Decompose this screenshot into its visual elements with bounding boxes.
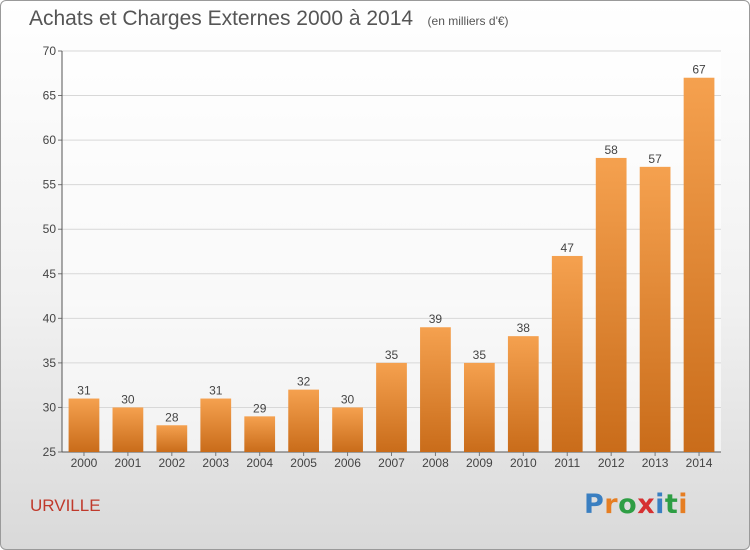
data-label: 67	[692, 63, 706, 77]
data-label: 39	[429, 312, 443, 326]
bar	[639, 166, 671, 452]
x-tick-label: 2004	[246, 456, 273, 470]
x-tick-label: 2002	[158, 456, 185, 470]
logo-letter: P	[584, 489, 605, 520]
proxiti-logo: Proxiti	[584, 489, 688, 520]
x-tick-label: 2001	[115, 456, 142, 470]
y-tick-label: 30	[43, 400, 57, 414]
data-label: 38	[517, 321, 531, 335]
data-label: 30	[341, 392, 355, 406]
bar	[420, 327, 451, 452]
chart-unit: (en milliers d'€)	[427, 14, 509, 28]
x-tick-label: 2009	[466, 456, 493, 470]
x-tick-label: 2005	[290, 456, 317, 470]
logo-letter: i	[655, 489, 665, 520]
y-tick-label: 55	[43, 178, 57, 192]
data-label: 31	[209, 384, 223, 398]
logo-letter: i	[678, 489, 689, 520]
data-label: 28	[165, 410, 179, 424]
y-tick-label: 65	[43, 89, 57, 103]
y-tick-label: 60	[43, 133, 57, 147]
chart-title: Achats et Charges Externes 2000 à 2014 (…	[29, 7, 509, 31]
x-tick-label: 2010	[510, 456, 537, 470]
bar	[551, 255, 583, 452]
y-tick-label: 35	[43, 356, 57, 370]
y-tick-label: 50	[43, 222, 57, 236]
bar	[683, 77, 715, 452]
x-tick-label: 2014	[686, 456, 713, 470]
bar	[507, 336, 539, 452]
x-tick-label: 2006	[334, 456, 361, 470]
logo-letter: t	[664, 489, 679, 520]
bar	[595, 157, 627, 452]
data-label: 47	[561, 241, 575, 255]
bar	[288, 389, 320, 452]
data-label: 30	[121, 392, 135, 406]
x-tick-label: 2003	[202, 456, 229, 470]
y-tick-label: 40	[43, 311, 57, 325]
data-label: 58	[604, 143, 618, 157]
y-tick-label: 45	[43, 267, 57, 281]
bar	[112, 407, 144, 452]
bar	[463, 362, 495, 452]
bar	[68, 398, 100, 452]
logo-letter: o	[618, 489, 638, 520]
x-tick-label: 2007	[378, 456, 405, 470]
bar	[244, 416, 276, 452]
bar	[156, 425, 188, 452]
logo-letter: r	[604, 489, 619, 520]
data-label: 35	[473, 348, 487, 362]
data-label: 32	[297, 375, 311, 389]
bar	[332, 407, 363, 452]
y-tick-label: 25	[43, 445, 57, 459]
commune-name: URVILLE	[30, 496, 101, 515]
data-label: 29	[253, 401, 267, 415]
chart-title-text: Achats et Charges Externes 2000 à 2014	[29, 7, 414, 30]
data-label: 57	[648, 152, 662, 166]
x-tick-label: 2013	[642, 456, 669, 470]
data-label: 31	[77, 384, 91, 398]
data-label: 35	[385, 348, 399, 362]
x-tick-label: 2008	[422, 456, 449, 470]
x-tick-label: 2000	[71, 456, 98, 470]
x-tick-label: 2012	[598, 456, 625, 470]
bar	[376, 362, 407, 452]
bar	[200, 398, 232, 452]
y-tick-label: 70	[43, 44, 57, 58]
logo-letter: x	[637, 489, 656, 520]
x-tick-label: 2011	[554, 456, 580, 470]
